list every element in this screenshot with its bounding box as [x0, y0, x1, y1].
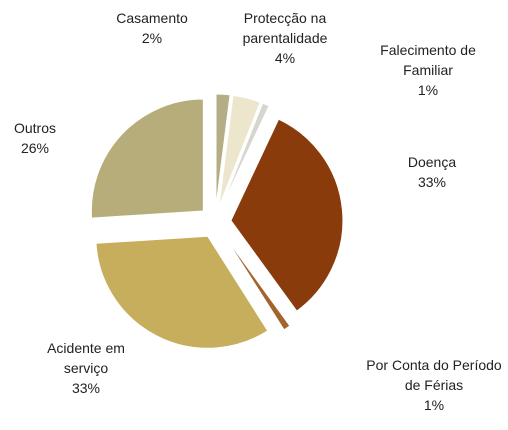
- percent-label: 2%: [141, 30, 163, 46]
- pie-slice: [230, 118, 344, 312]
- slice-label: Falecimento de Familiar 1%: [358, 40, 498, 100]
- percent-label: 26%: [20, 140, 50, 156]
- pie-slice: [95, 235, 269, 349]
- percent-label: 1%: [423, 397, 445, 413]
- percent-label: 1%: [417, 82, 439, 98]
- pie-slice: [220, 102, 270, 208]
- category-name: Acidente em serviço: [47, 340, 125, 376]
- category-name: Por Conta do Período de Férias: [366, 357, 502, 393]
- slice-label: Acidente em serviço 33%: [26, 338, 146, 398]
- category-name: Protecção na parentalidade: [242, 10, 328, 46]
- pie-slice: [223, 234, 291, 331]
- category-name: Falecimento de Familiar: [380, 42, 476, 78]
- slice-label: Doença 33%: [387, 152, 477, 192]
- pie-slice: [218, 94, 261, 207]
- pie-slice: [90, 98, 204, 219]
- percent-label: 33%: [71, 380, 101, 396]
- slice-label: Protecção na parentalidade 4%: [220, 8, 350, 68]
- slice-label: Outros 26%: [0, 118, 70, 158]
- pie-slice: [215, 93, 231, 207]
- category-name: Casamento: [116, 10, 188, 26]
- category-name: Outros: [13, 120, 56, 136]
- slice-label: Por Conta do Período de Férias 1%: [359, 355, 508, 415]
- percent-label: 4%: [274, 50, 296, 66]
- category-name: Doença: [407, 154, 457, 170]
- percent-label: 33%: [417, 174, 447, 190]
- slice-label: Casamento 2%: [107, 8, 197, 48]
